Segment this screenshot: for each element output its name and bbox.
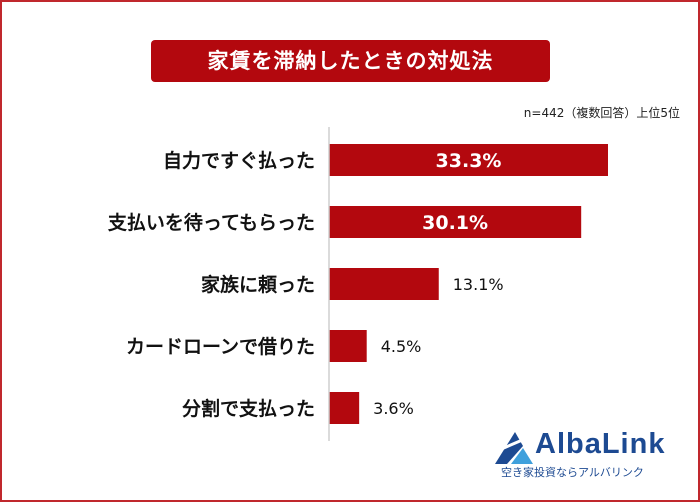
bar-5 <box>329 392 360 424</box>
logo-name: AlbaLink <box>535 428 666 460</box>
category-label-3: 家族に頼った <box>201 273 315 296</box>
category-label-5: 分割で支払った <box>182 397 315 420</box>
value-label-2: 30.1% <box>422 212 488 234</box>
chart-title: 家賃を滞納したときの対処法 <box>151 40 550 82</box>
category-label-4: カードローンで借りた <box>126 335 315 358</box>
category-label-1: 自力ですぐ払った <box>163 149 315 172</box>
category-label-2: 支払いを待ってもらった <box>107 211 315 234</box>
value-label-1: 33.3% <box>436 150 502 172</box>
value-label-3: 13.1% <box>453 275 504 294</box>
albalink-logo-icon <box>495 432 533 464</box>
logo-tagline: 空き家投資ならアルバリンク <box>501 466 644 479</box>
bar-1 <box>329 144 608 176</box>
value-label-5: 3.6% <box>373 399 414 418</box>
albalink-logo: AlbaLink 空き家投資ならアルバリンク <box>493 424 683 484</box>
bar-2 <box>329 206 582 238</box>
value-label-4: 4.5% <box>381 337 422 356</box>
sample-note: n=442（複数回答）上位5位 <box>523 106 680 120</box>
bar-4 <box>329 330 367 362</box>
bar-3 <box>329 268 439 300</box>
